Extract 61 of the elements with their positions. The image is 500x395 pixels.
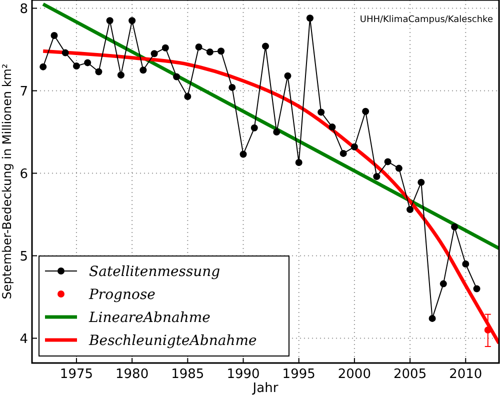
point [206, 48, 214, 56]
point [240, 150, 247, 158]
legend-label: Prognose [88, 286, 156, 303]
point [328, 124, 336, 131]
point [484, 326, 492, 334]
point [40, 63, 47, 70]
y-tick-label: 7 [20, 84, 28, 100]
point [284, 72, 292, 80]
point [384, 158, 392, 166]
point [195, 44, 202, 51]
point [406, 206, 414, 214]
annotation: UHH/KlimaCampus/Kaleschke [360, 15, 494, 25]
point [273, 128, 280, 136]
point [184, 93, 192, 100]
point [262, 42, 269, 50]
point [72, 62, 80, 70]
point [250, 124, 258, 132]
point [228, 84, 236, 91]
point [218, 48, 225, 55]
legend-label: Satellitenmessung [89, 264, 220, 280]
point [428, 314, 436, 322]
legend-label: BeschleunigteAbnahme [88, 332, 257, 349]
y-tick-label: 5 [20, 249, 28, 264]
y-tick-label: 6 [20, 166, 28, 182]
point [362, 108, 370, 115]
point [162, 44, 169, 52]
point [84, 59, 92, 66]
x-tick-label: 1995 [282, 367, 316, 382]
y-axis-title: September-Bedeckung in Millionen km² [0, 64, 14, 300]
point [340, 150, 347, 157]
point [395, 164, 402, 172]
point [150, 50, 158, 58]
point [462, 260, 470, 268]
point [62, 49, 69, 56]
point [50, 32, 58, 39]
point [117, 72, 124, 79]
point [440, 280, 447, 288]
point [106, 17, 114, 24]
point [128, 17, 136, 24]
point [295, 159, 302, 166]
point [95, 68, 102, 76]
point [173, 73, 180, 80]
y-tick-label: 8 [20, 2, 28, 17]
x-tick-label: 2000 [338, 367, 371, 382]
point [418, 178, 425, 186]
point [318, 108, 325, 116]
point [140, 66, 147, 74]
y-tick-label: 4 [20, 332, 28, 347]
point [373, 173, 380, 180]
x-tick-label: 1975 [60, 367, 94, 382]
point [306, 14, 314, 22]
point [473, 285, 480, 292]
x-tick-label: 1985 [171, 367, 204, 382]
x-axis-title: Jahr [252, 381, 279, 395]
x-tick-label: 1990 [226, 367, 260, 382]
x-tick-label: 2010 [449, 367, 482, 382]
legend-label: LineareAbnahme [88, 310, 210, 326]
point [350, 143, 358, 150]
point [451, 223, 458, 230]
x-tick-label: 2005 [394, 367, 427, 382]
x-tick-label: 1980 [116, 367, 149, 382]
